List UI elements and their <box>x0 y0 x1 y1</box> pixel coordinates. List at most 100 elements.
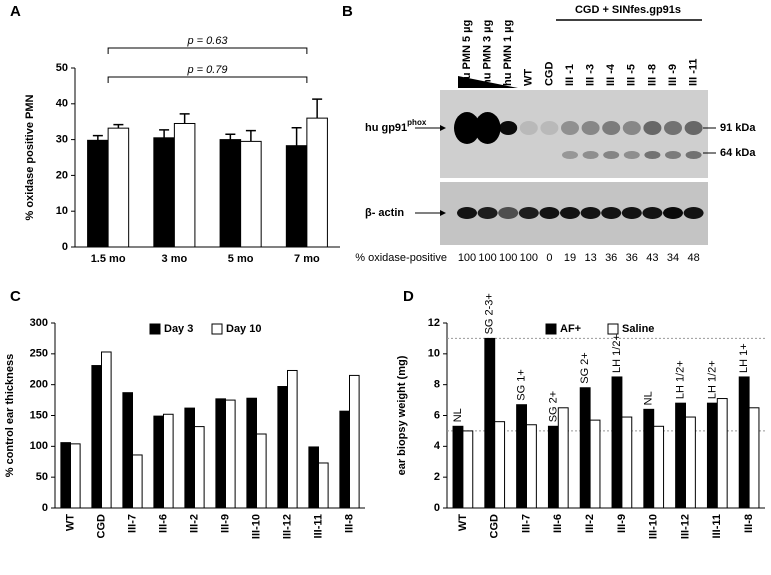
x-tick-label: III-7 <box>520 514 532 533</box>
lane-label: III -4 <box>605 63 617 86</box>
row-label: % oxidase-positive <box>355 252 447 264</box>
bar <box>219 139 242 248</box>
bar <box>675 402 687 509</box>
legend-label: Day 3 <box>164 323 193 335</box>
label-superscript: phox <box>407 118 427 127</box>
lane-label: hu PMN 1 µg <box>502 20 514 86</box>
lane-label: III -5 <box>626 64 638 86</box>
y-tick-label: 2 <box>434 471 440 483</box>
legend-swatch <box>149 323 161 335</box>
y-tick-label: 0 <box>62 241 68 253</box>
bar <box>122 392 133 509</box>
oxidase-value: 43 <box>646 252 658 264</box>
bar <box>246 397 257 509</box>
bar <box>153 415 164 509</box>
bar <box>215 398 226 509</box>
significance-bracket <box>107 76 308 83</box>
x-tick-label: 5 mo <box>228 253 254 265</box>
y-tick-label: 100 <box>30 440 48 452</box>
x-tick-label: CGD <box>95 514 107 539</box>
oxidase-value: 100 <box>478 252 496 264</box>
x-tick-label: III-12 <box>281 514 293 539</box>
band <box>474 112 501 144</box>
bar <box>748 407 760 509</box>
band <box>499 121 518 135</box>
bar <box>184 407 195 509</box>
oxidase-value: 36 <box>605 252 617 264</box>
oxidase-value: 100 <box>520 252 538 264</box>
lane-label: III -11 <box>688 58 700 86</box>
bar <box>621 416 633 509</box>
band <box>581 121 600 135</box>
panel-label: A <box>10 3 21 20</box>
x-tick-label: 7 mo <box>294 253 320 265</box>
error-bar <box>113 123 124 129</box>
band <box>665 151 681 159</box>
band <box>644 151 661 159</box>
x-tick-label: III-8 <box>343 514 355 533</box>
x-tick-label: 3 mo <box>162 253 188 265</box>
bar <box>685 416 696 509</box>
error-bar <box>225 133 236 140</box>
p-value: p = 0.79 <box>186 64 227 76</box>
bar <box>70 443 81 509</box>
error-bar <box>312 98 323 119</box>
y-axis-label: ear biopsy weight (mg) <box>396 355 408 475</box>
y-tick-label: 0 <box>434 502 440 514</box>
arrow-head <box>440 210 446 216</box>
panel-label: B <box>342 3 353 20</box>
legend-label: Saline <box>622 323 654 335</box>
bar <box>256 433 267 509</box>
y-tick-label: 20 <box>56 169 68 181</box>
oxidase-value: 100 <box>458 252 476 264</box>
y-tick-label: 300 <box>30 317 48 329</box>
band <box>518 207 539 219</box>
bar <box>285 145 308 248</box>
band <box>664 121 682 135</box>
y-tick-label: 10 <box>428 348 440 360</box>
x-tick-label: III-9 <box>219 514 231 533</box>
x-tick-label: III-11 <box>312 514 324 538</box>
oxidase-value: 48 <box>687 252 699 264</box>
band <box>685 151 702 159</box>
x-tick-label: III-6 <box>157 514 169 533</box>
y-tick-label: 40 <box>56 98 68 110</box>
lane-label: III -1 <box>564 64 576 86</box>
y-tick-label: 50 <box>36 471 48 483</box>
error-bar <box>159 129 170 138</box>
bar-annotation: LH 1/2+ <box>706 360 718 399</box>
legend-swatch <box>211 323 223 335</box>
gradient-wedge <box>458 76 518 88</box>
bar <box>484 337 496 509</box>
band <box>684 121 703 135</box>
band <box>519 121 538 135</box>
group-label: CGD + SINfes.gp91s <box>575 4 681 16</box>
x-tick-label: III-8 <box>743 514 755 533</box>
bar <box>579 387 591 509</box>
bar <box>132 454 143 509</box>
bar <box>557 407 569 509</box>
lane-label: III -9 <box>667 64 679 86</box>
legend-label: Day 10 <box>226 323 261 335</box>
bar-annotation: SG 2+ <box>547 391 559 423</box>
bar <box>101 351 112 509</box>
lane-label: hu PMN 5 µg <box>461 20 473 86</box>
error-bar <box>92 134 103 141</box>
bar <box>452 425 464 509</box>
band <box>562 151 578 159</box>
y-tick-label: 200 <box>30 379 48 391</box>
bar <box>494 421 506 509</box>
band <box>603 151 620 159</box>
band <box>539 207 560 219</box>
x-tick-label: WT <box>457 514 469 531</box>
bar-annotation: LH 1/2+ <box>611 334 623 373</box>
legend-swatch <box>545 323 557 335</box>
bar <box>516 404 528 509</box>
y-tick-label: 0 <box>42 502 48 514</box>
x-tick-label: III-2 <box>188 514 200 533</box>
legend-swatch <box>607 323 619 335</box>
bar-annotation: SG 1+ <box>515 369 527 401</box>
bar <box>107 127 130 248</box>
significance-bracket <box>107 47 308 54</box>
